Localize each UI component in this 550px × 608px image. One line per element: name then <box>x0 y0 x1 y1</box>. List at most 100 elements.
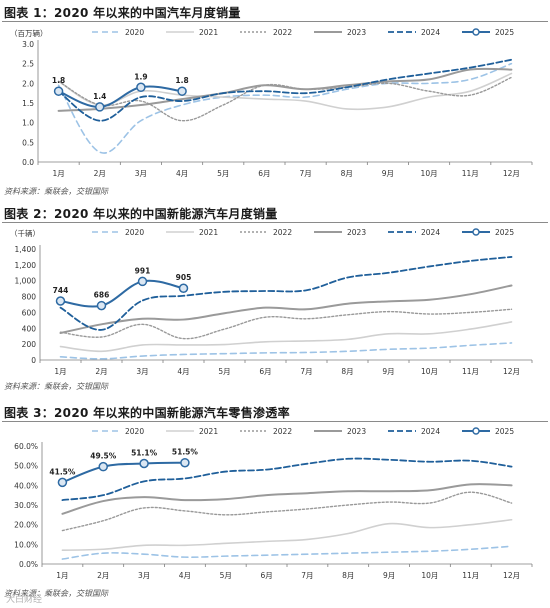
data-point-2025 <box>98 461 108 472</box>
x-tick-label: 12月 <box>503 571 520 580</box>
series-line-2024 <box>59 256 513 331</box>
data-label: 744 <box>53 286 69 295</box>
unit-label: （百万辆） <box>10 28 48 38</box>
x-tick-label: 1月 <box>52 169 64 178</box>
y-tick-label: 400 <box>22 324 37 333</box>
x-tick-label: 5月 <box>218 367 230 376</box>
series-line-2022 <box>61 491 513 532</box>
line-chart-2: （千辆） 2020 2021 2022 2023 2024 2025 0 200 400 600 80… <box>10 228 533 376</box>
data-label: 1.8 <box>175 76 188 85</box>
legend-label-2025: 2025 <box>495 228 514 237</box>
series-line-2021 <box>57 72 513 111</box>
x-tick-label: 4月 <box>176 169 188 178</box>
chart-title: 图表 2：2020 年以来的中国新能源汽车月度销量 <box>4 207 278 221</box>
y-tick-label: 800 <box>22 293 37 302</box>
legend-label-2025: 2025 <box>495 28 514 37</box>
x-tick-label: 7月 <box>299 169 311 178</box>
y-tick-label: 0.0% <box>19 560 38 569</box>
x-tick-label: 8月 <box>341 169 353 178</box>
x-tick-label: 2月 <box>95 367 107 376</box>
legend-label-2022: 2022 <box>273 427 292 436</box>
y-tick-label: 200 <box>22 340 37 349</box>
legend-label-2020: 2020 <box>125 427 144 436</box>
x-tick-label: 11月 <box>462 367 479 376</box>
y-tick-label: 1,000 <box>15 277 37 286</box>
legend-marker <box>472 228 480 236</box>
x-tick-label: 12月 <box>503 169 520 178</box>
title-rule <box>2 222 548 223</box>
series-line-2023 <box>59 284 513 335</box>
y-tick-label: 0.0 <box>22 158 34 167</box>
series-line-2025 <box>59 279 185 308</box>
source-note: 资料来源：乘联会，交银国际 <box>4 589 108 598</box>
data-point-2025 <box>178 283 189 293</box>
x-tick-label: 9月 <box>382 367 394 376</box>
legend-label-2020: 2020 <box>125 28 144 37</box>
y-tick-label: 0 <box>31 356 36 365</box>
x-tick-label: 8月 <box>341 367 353 376</box>
x-tick-label: 2月 <box>97 571 109 580</box>
x-tick-label: 1月 <box>56 571 68 580</box>
data-label: 905 <box>176 273 192 282</box>
x-tick-label: 7月 <box>301 571 313 580</box>
x-tick-label: 3月 <box>138 571 150 580</box>
data-point-2025 <box>177 86 187 96</box>
legend-label-2024: 2024 <box>421 28 440 37</box>
line-chart-3: 2020 2021 2022 2023 2024 2025 0.0% 10.0% 20.0% 30… <box>14 427 533 580</box>
legend-marker <box>472 28 480 36</box>
y-tick-label: 60.0% <box>14 442 38 451</box>
series-line-2020 <box>61 545 513 560</box>
y-tick-label: 0.5 <box>22 138 34 147</box>
x-tick-label: 12月 <box>503 367 520 376</box>
series-line-2020 <box>59 342 513 360</box>
data-label: 49.5% <box>90 452 117 461</box>
y-tick-label: 2.5 <box>22 60 34 69</box>
x-tick-label: 3月 <box>135 169 147 178</box>
x-tick-label: 7月 <box>300 367 312 376</box>
chart-block-2: 图表 2：2020 年以来的中国新能源汽车月度销量 （千辆） 2020 2021 20… <box>0 200 550 400</box>
x-tick-label: 4月 <box>179 571 191 580</box>
legend-label-2021: 2021 <box>199 427 218 436</box>
title-rule <box>2 21 548 22</box>
legend-label-2021: 2021 <box>199 28 218 37</box>
data-label: 1.4 <box>93 92 106 101</box>
x-tick-label: 6月 <box>258 169 270 178</box>
data-point-2025 <box>57 477 68 488</box>
y-tick-label: 10.0% <box>14 540 38 549</box>
series-line-2020 <box>57 62 513 154</box>
legend-label-2024: 2024 <box>421 427 440 436</box>
series-line-2024 <box>57 58 513 122</box>
title-rule <box>2 421 548 422</box>
legend-label-2021: 2021 <box>199 228 218 237</box>
data-point-2025 <box>95 102 105 112</box>
x-tick-label: 9月 <box>383 571 395 580</box>
x-tick-label: 6月 <box>259 367 271 376</box>
source-note: 资料来源：乘联会，交银国际 <box>4 382 108 391</box>
legend-marker <box>472 427 480 435</box>
x-tick-label: 5月 <box>220 571 232 580</box>
data-label: 1.8 <box>52 76 65 85</box>
x-tick-label: 9月 <box>382 169 394 178</box>
y-tick-label: 1.0 <box>22 119 34 128</box>
x-tick-label: 1月 <box>54 367 66 376</box>
data-label: 51.5% <box>172 448 199 457</box>
data-point-2025 <box>180 457 190 468</box>
data-label: 51.1% <box>131 449 158 458</box>
x-tick-label: 11月 <box>462 169 479 178</box>
series-line-2021 <box>59 321 513 353</box>
data-point-2025 <box>139 458 149 469</box>
x-tick-label: 10月 <box>421 169 438 178</box>
x-tick-label: 8月 <box>342 571 354 580</box>
chart-block-3: 图表 3：2020 年以来的中国新能源汽车零售渗透率 2020 2021 2022 2… <box>0 398 550 608</box>
data-point-2025 <box>53 86 64 96</box>
line-chart-1: （百万辆） 2020 2021 2022 2023 2024 2025 0.0 0.5 1.0 1.… <box>10 28 533 178</box>
y-tick-label: 1.5 <box>22 99 34 108</box>
chart-title: 图表 3：2020 年以来的中国新能源汽车零售渗透率 <box>4 406 290 420</box>
data-label: 686 <box>94 291 110 300</box>
series-line-2025 <box>61 461 186 484</box>
y-tick-label: 600 <box>22 308 37 317</box>
legend-label-2023: 2023 <box>347 228 366 237</box>
y-tick-label: 40.0% <box>14 481 38 490</box>
watermark: 大白财经 <box>6 595 43 605</box>
y-tick-label: 2.0 <box>22 79 34 88</box>
